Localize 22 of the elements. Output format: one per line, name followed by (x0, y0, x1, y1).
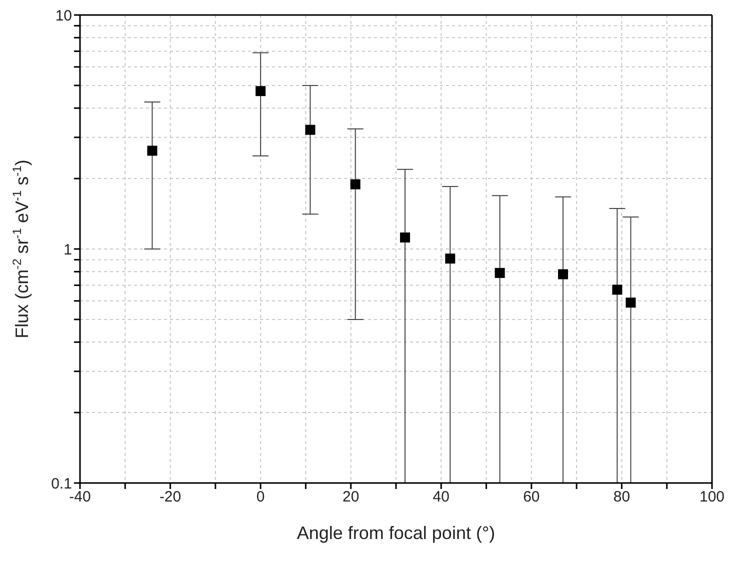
point (147, 146, 158, 156)
x-axis-title: Angle from focal point (°) (296, 523, 496, 543)
y-tick-label: 1 (64, 241, 72, 258)
point (400, 232, 410, 242)
point (350, 179, 360, 190)
x-tick-label: 100 (699, 488, 725, 506)
point (494, 268, 505, 278)
x-tick-label: 60 (523, 488, 540, 506)
point (612, 284, 622, 295)
point (256, 86, 266, 96)
y-tick-label: 10 (55, 7, 72, 24)
x-tick-label: -20 (159, 488, 182, 506)
point (626, 298, 636, 308)
point (305, 124, 316, 135)
y-tick-label: 0.1 (51, 475, 72, 492)
x-tick-label: 20 (342, 488, 360, 506)
x-tick-label: 0 (256, 488, 265, 506)
x-tick-label: -40 (69, 488, 91, 506)
x-tick-label: 80 (613, 488, 630, 506)
point (445, 254, 456, 264)
x-tick-label: 40 (432, 488, 450, 506)
point (558, 269, 568, 280)
